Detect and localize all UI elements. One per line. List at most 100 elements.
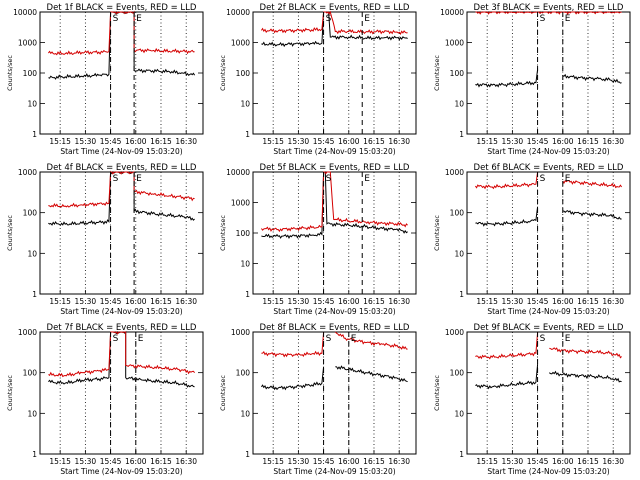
y-tick-label: 10 bbox=[240, 409, 250, 418]
events-series-line bbox=[548, 370, 622, 383]
chart-panel: Det 5f BLACK = Events, RED = LLD 15:15 15:… bbox=[219, 163, 417, 316]
lld-series-line bbox=[562, 179, 623, 189]
y-axis-label: Counts/sec bbox=[6, 215, 14, 251]
y-tick-label: 10 bbox=[27, 409, 37, 418]
start-marker-label: S bbox=[113, 174, 119, 184]
x-tick-label: 16:30 bbox=[602, 457, 624, 466]
x-axis-label: Start Time (24-Nov-09 15:03:20) bbox=[487, 467, 609, 476]
plot-frame bbox=[252, 11, 417, 135]
x-tick-label: 15:30 bbox=[288, 297, 310, 306]
end-marker-label: E bbox=[364, 14, 370, 24]
end-marker-label: E bbox=[565, 334, 571, 344]
x-tick-label: 15:15 bbox=[262, 457, 284, 466]
x-tick-label: 15:45 bbox=[100, 137, 122, 146]
x-tick-label: 16:15 bbox=[150, 137, 172, 146]
chart-title: Det 4f BLACK = Events, RED = LLD bbox=[47, 163, 197, 173]
events-series-line bbox=[562, 73, 622, 84]
x-axis-label: Start Time (24-Nov-09 15:03:20) bbox=[60, 467, 182, 476]
chart-panel: Det 1f BLACK = Events, RED = LLD 15:15 15:… bbox=[6, 3, 204, 156]
x-tick-label: 16:15 bbox=[363, 457, 385, 466]
plot-frame bbox=[252, 171, 417, 295]
x-axis-label: Start Time (24-Nov-09 15:03:20) bbox=[60, 307, 182, 316]
x-tick-label: 15:45 bbox=[527, 137, 549, 146]
end-marker-label: E bbox=[364, 174, 370, 184]
chart-panel: Det 7f BLACK = Events, RED = LLD 15:15 15:… bbox=[6, 323, 204, 476]
y-axis-label: Counts/sec bbox=[433, 55, 441, 91]
y-tick-label: 1 bbox=[459, 290, 464, 299]
end-marker-label: E bbox=[136, 174, 142, 184]
y-axis-label: Counts/sec bbox=[433, 375, 441, 411]
x-tick-label: 15:15 bbox=[476, 457, 498, 466]
x-tick-label: 15:45 bbox=[313, 137, 335, 146]
y-tick-label: 10 bbox=[27, 100, 37, 109]
events-series-line bbox=[562, 210, 622, 220]
x-tick-label: 16:30 bbox=[175, 137, 197, 146]
x-tick-label: 16:00 bbox=[552, 137, 574, 146]
y-tick-label: 1000 bbox=[445, 39, 464, 48]
events-series-line bbox=[335, 365, 408, 383]
x-tick-label: 15:30 bbox=[288, 137, 310, 146]
events-series-line bbox=[475, 364, 539, 390]
end-marker-label: E bbox=[565, 174, 571, 184]
y-tick-label: 10 bbox=[240, 260, 250, 269]
chart-panel: Det 3f BLACK = Events, RED = LLD 15:15 15:… bbox=[433, 3, 631, 156]
lld-series-line bbox=[549, 347, 622, 359]
x-tick-label: 15:45 bbox=[313, 457, 335, 466]
x-tick-label: 15:30 bbox=[502, 457, 524, 466]
events-series-line bbox=[475, 206, 539, 227]
y-tick-label: 1000 bbox=[445, 168, 464, 177]
x-tick-label: 15:30 bbox=[502, 297, 524, 306]
chart-panel: Det 4f BLACK = Events, RED = LLD 15:15 15:… bbox=[6, 163, 204, 316]
lld-series-line bbox=[261, 331, 325, 358]
start-marker-label: S bbox=[326, 174, 332, 184]
x-tick-label: 16:15 bbox=[363, 137, 385, 146]
y-tick-label: 10 bbox=[240, 100, 250, 109]
start-marker-label: S bbox=[540, 174, 546, 184]
y-axis-label: Counts/sec bbox=[219, 375, 227, 411]
y-tick-label: 100 bbox=[23, 69, 38, 78]
events-series-line bbox=[48, 330, 195, 388]
y-tick-label: 10000 bbox=[440, 8, 464, 17]
y-tick-label: 1000 bbox=[18, 328, 37, 337]
y-tick-label: 1 bbox=[245, 130, 250, 139]
chart-title: Det 2f BLACK = Events, RED = LLD bbox=[260, 3, 410, 13]
x-tick-label: 16:30 bbox=[388, 457, 410, 466]
y-tick-label: 1 bbox=[32, 450, 37, 459]
x-tick-label: 15:45 bbox=[100, 297, 122, 306]
plot-frame bbox=[39, 331, 204, 455]
chart-title: Det 5f BLACK = Events, RED = LLD bbox=[260, 163, 410, 173]
chart-panel: Det 9f BLACK = Events, RED = LLD 15:15 15:… bbox=[433, 323, 631, 476]
x-tick-label: 15:45 bbox=[100, 457, 122, 466]
x-tick-label: 15:15 bbox=[262, 297, 284, 306]
x-tick-label: 16:30 bbox=[602, 297, 624, 306]
x-axis-label: Start Time (24-Nov-09 15:03:20) bbox=[487, 307, 609, 316]
y-tick-label: 1000 bbox=[445, 328, 464, 337]
x-tick-label: 16:15 bbox=[150, 297, 172, 306]
x-axis-label: Start Time (24-Nov-09 15:03:20) bbox=[60, 147, 182, 156]
x-tick-label: 15:30 bbox=[502, 137, 524, 146]
plot-frame bbox=[466, 171, 631, 295]
start-marker-label: S bbox=[540, 14, 546, 24]
x-tick-label: 15:15 bbox=[476, 137, 498, 146]
chart-panel: Det 8f BLACK = Events, RED = LLD 15:15 15:… bbox=[219, 323, 417, 476]
y-tick-label: 1 bbox=[32, 130, 37, 139]
events-series-line bbox=[261, 11, 408, 48]
plot-frame bbox=[252, 331, 417, 455]
x-tick-label: 16:00 bbox=[552, 297, 574, 306]
y-tick-label: 1000 bbox=[231, 199, 250, 208]
x-tick-label: 16:15 bbox=[577, 297, 599, 306]
y-tick-label: 1 bbox=[459, 450, 464, 459]
start-marker-label: S bbox=[540, 334, 546, 344]
x-tick-label: 16:00 bbox=[125, 457, 147, 466]
y-tick-label: 10 bbox=[454, 409, 464, 418]
y-axis-label: Counts/sec bbox=[433, 215, 441, 251]
lld-series-line bbox=[475, 11, 622, 15]
y-tick-label: 10 bbox=[454, 100, 464, 109]
chart-title: Det 6f BLACK = Events, RED = LLD bbox=[474, 163, 624, 173]
events-series-line bbox=[261, 366, 325, 391]
x-tick-label: 16:15 bbox=[577, 457, 599, 466]
x-tick-label: 16:00 bbox=[338, 457, 360, 466]
x-tick-label: 15:15 bbox=[262, 137, 284, 146]
events-series-line bbox=[48, 11, 196, 80]
x-tick-label: 16:30 bbox=[388, 297, 410, 306]
